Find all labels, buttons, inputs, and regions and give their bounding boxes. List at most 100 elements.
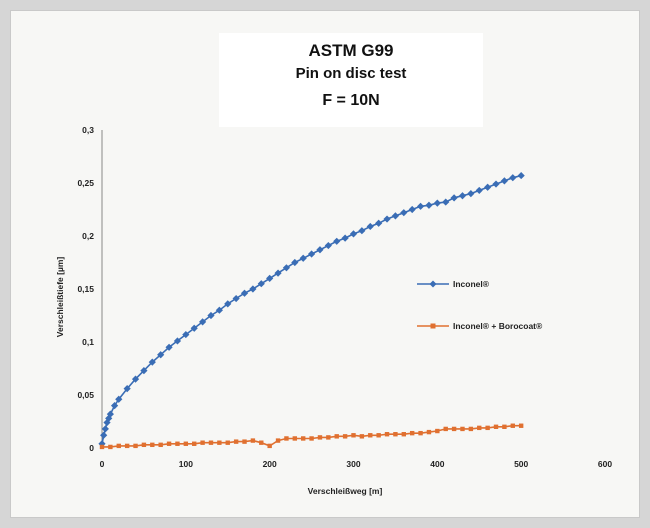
data-point — [401, 432, 406, 437]
data-point — [141, 442, 147, 448]
data-point — [233, 439, 239, 444]
data-point — [100, 431, 108, 439]
y-tick-label: 0,3 — [82, 125, 94, 135]
data-point — [99, 444, 105, 450]
data-point — [492, 180, 500, 188]
data-point — [215, 306, 223, 314]
data-point — [433, 199, 441, 207]
legend-swatch-marker — [430, 323, 436, 329]
data-point — [384, 432, 390, 437]
y-tick-label: 0,15 — [77, 284, 94, 294]
data-point — [391, 212, 400, 220]
data-point — [250, 438, 256, 443]
data-point — [158, 442, 163, 448]
data-point — [326, 435, 331, 440]
data-point — [458, 192, 467, 200]
data-point — [342, 434, 348, 439]
data-point — [366, 222, 374, 231]
data-point — [157, 351, 165, 359]
data-point — [182, 330, 190, 339]
data-point — [493, 424, 499, 429]
data-point — [150, 442, 155, 448]
data-point — [140, 367, 148, 375]
data-point — [217, 440, 222, 445]
x-tick-label: 300 — [346, 459, 360, 469]
data-point — [267, 443, 272, 449]
data-point — [400, 209, 408, 217]
data-point — [282, 264, 291, 272]
data-point — [418, 430, 423, 436]
data-point — [192, 441, 197, 446]
data-point — [224, 300, 232, 308]
data-point — [106, 410, 114, 418]
data-point — [101, 425, 109, 433]
data-point — [333, 237, 341, 245]
data-point — [467, 190, 475, 198]
data-point — [500, 177, 508, 185]
series-1 — [98, 171, 525, 448]
data-point — [358, 227, 366, 235]
data-point — [200, 440, 205, 445]
data-point — [349, 230, 358, 238]
data-point — [274, 269, 282, 277]
data-point — [485, 425, 490, 431]
x-tick-label: 500 — [514, 459, 528, 469]
data-point — [518, 423, 524, 428]
data-point — [442, 198, 450, 206]
data-point — [207, 311, 215, 320]
data-point — [108, 444, 113, 450]
data-point — [259, 440, 264, 445]
data-point — [359, 434, 365, 439]
chart-title: ASTM G99 — [308, 41, 394, 60]
data-point — [477, 425, 482, 431]
data-point — [450, 194, 458, 202]
data-point — [115, 395, 123, 403]
data-point — [368, 433, 373, 438]
data-point — [232, 294, 240, 303]
data-point — [451, 426, 457, 432]
data-point — [484, 183, 492, 191]
data-point — [509, 174, 517, 182]
data-point — [199, 318, 207, 326]
axes: 0 0,05 0,1 0,15 0,2 0,25 0,3 0 100 200 300 400 500 60… — [77, 125, 612, 469]
y-axis-label: Verschleißtiefe [µm] — [55, 257, 65, 338]
x-tick-label: 100 — [179, 459, 193, 469]
data-point — [208, 440, 214, 445]
data-point — [383, 215, 391, 223]
data-point — [165, 343, 173, 351]
data-point — [225, 440, 230, 445]
data-point — [123, 385, 131, 393]
y-tick-label: 0,1 — [82, 337, 94, 347]
data-point — [510, 423, 515, 428]
title-box: ASTM G99 Pin on disc test F = 10N — [219, 33, 483, 127]
data-point — [173, 337, 182, 345]
data-point — [116, 443, 121, 449]
data-point — [249, 285, 257, 293]
data-point — [341, 234, 349, 242]
data-point — [435, 428, 440, 434]
data-point — [324, 241, 332, 250]
data-point — [443, 426, 448, 432]
y-tick-label: 0,2 — [82, 231, 94, 241]
data-point — [409, 430, 415, 436]
data-point — [299, 254, 307, 262]
data-point — [242, 439, 247, 444]
legend-item: Inconel® — [417, 279, 490, 289]
data-point — [502, 424, 507, 429]
data-point — [275, 438, 281, 443]
data-point — [148, 358, 156, 366]
data-point — [110, 402, 119, 410]
data-point — [425, 201, 433, 209]
data-point — [408, 205, 416, 214]
chart-condition: F = 10N — [322, 92, 380, 109]
x-tick-label: 0 — [100, 459, 105, 469]
data-point — [351, 433, 356, 438]
data-point — [183, 441, 189, 446]
data-point — [124, 443, 130, 449]
chart-subtitle: Pin on disc test — [295, 65, 407, 82]
data-point — [131, 375, 140, 383]
data-point — [309, 436, 314, 441]
series-line — [101, 174, 522, 444]
